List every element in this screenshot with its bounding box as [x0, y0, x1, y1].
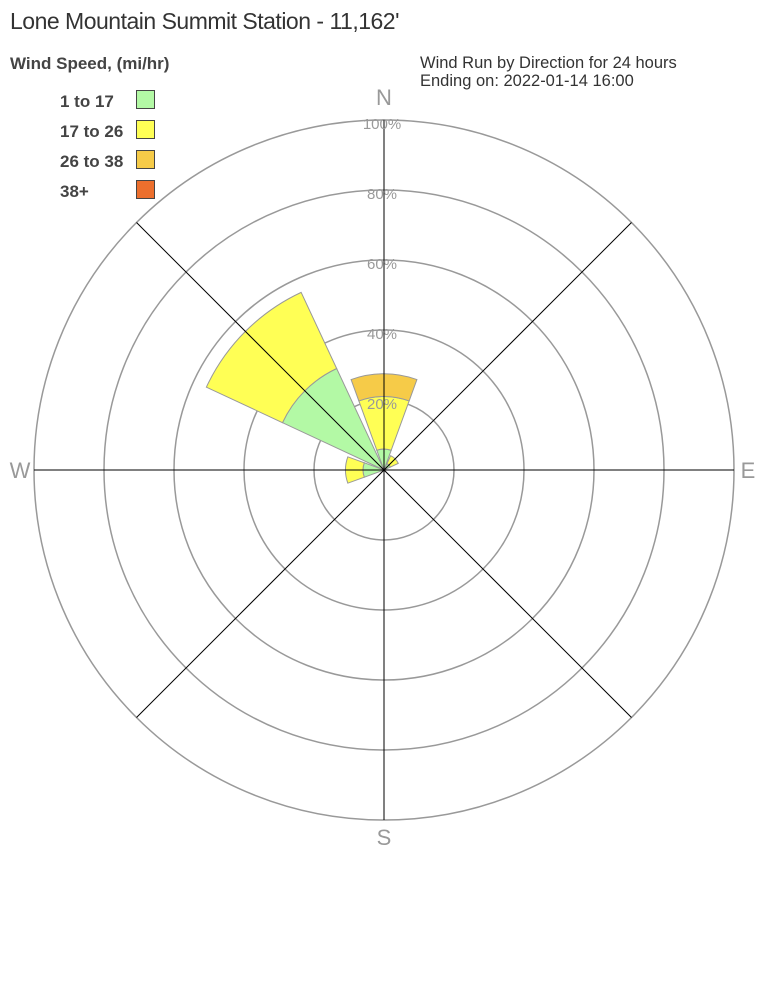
ring-label: 60%	[367, 256, 397, 273]
spoke-line	[136, 222, 632, 718]
direction-label: E	[741, 458, 756, 483]
legend-label: 38+	[60, 182, 89, 201]
direction-label: N	[376, 85, 392, 110]
chart-title: Lone Mountain Summit Station - 11,162'	[10, 8, 399, 34]
legend-swatch	[136, 90, 155, 109]
ring-label: 100%	[363, 116, 401, 133]
legend-swatch	[136, 150, 155, 169]
legend-swatch	[136, 120, 155, 139]
legend-swatch	[136, 180, 155, 199]
chart-subtitle: Wind Run by Direction for 24 hours Endin…	[420, 54, 677, 90]
ring-label: 20%	[367, 396, 397, 413]
direction-label: S	[377, 825, 392, 850]
legend-label: 1 to 17	[60, 92, 114, 111]
direction-label: W	[10, 458, 31, 483]
ring-label: 80%	[367, 186, 397, 203]
subtitle-line-1: Wind Run by Direction for 24 hours	[420, 54, 677, 72]
ring-label: 40%	[367, 326, 397, 343]
legend-label: 26 to 38	[60, 152, 124, 171]
subtitle-line-2: Ending on: 2022-01-14 16:00	[420, 72, 634, 90]
legend-title: Wind Speed, (mi/hr)	[10, 54, 170, 73]
legend-label: 17 to 26	[60, 122, 124, 141]
